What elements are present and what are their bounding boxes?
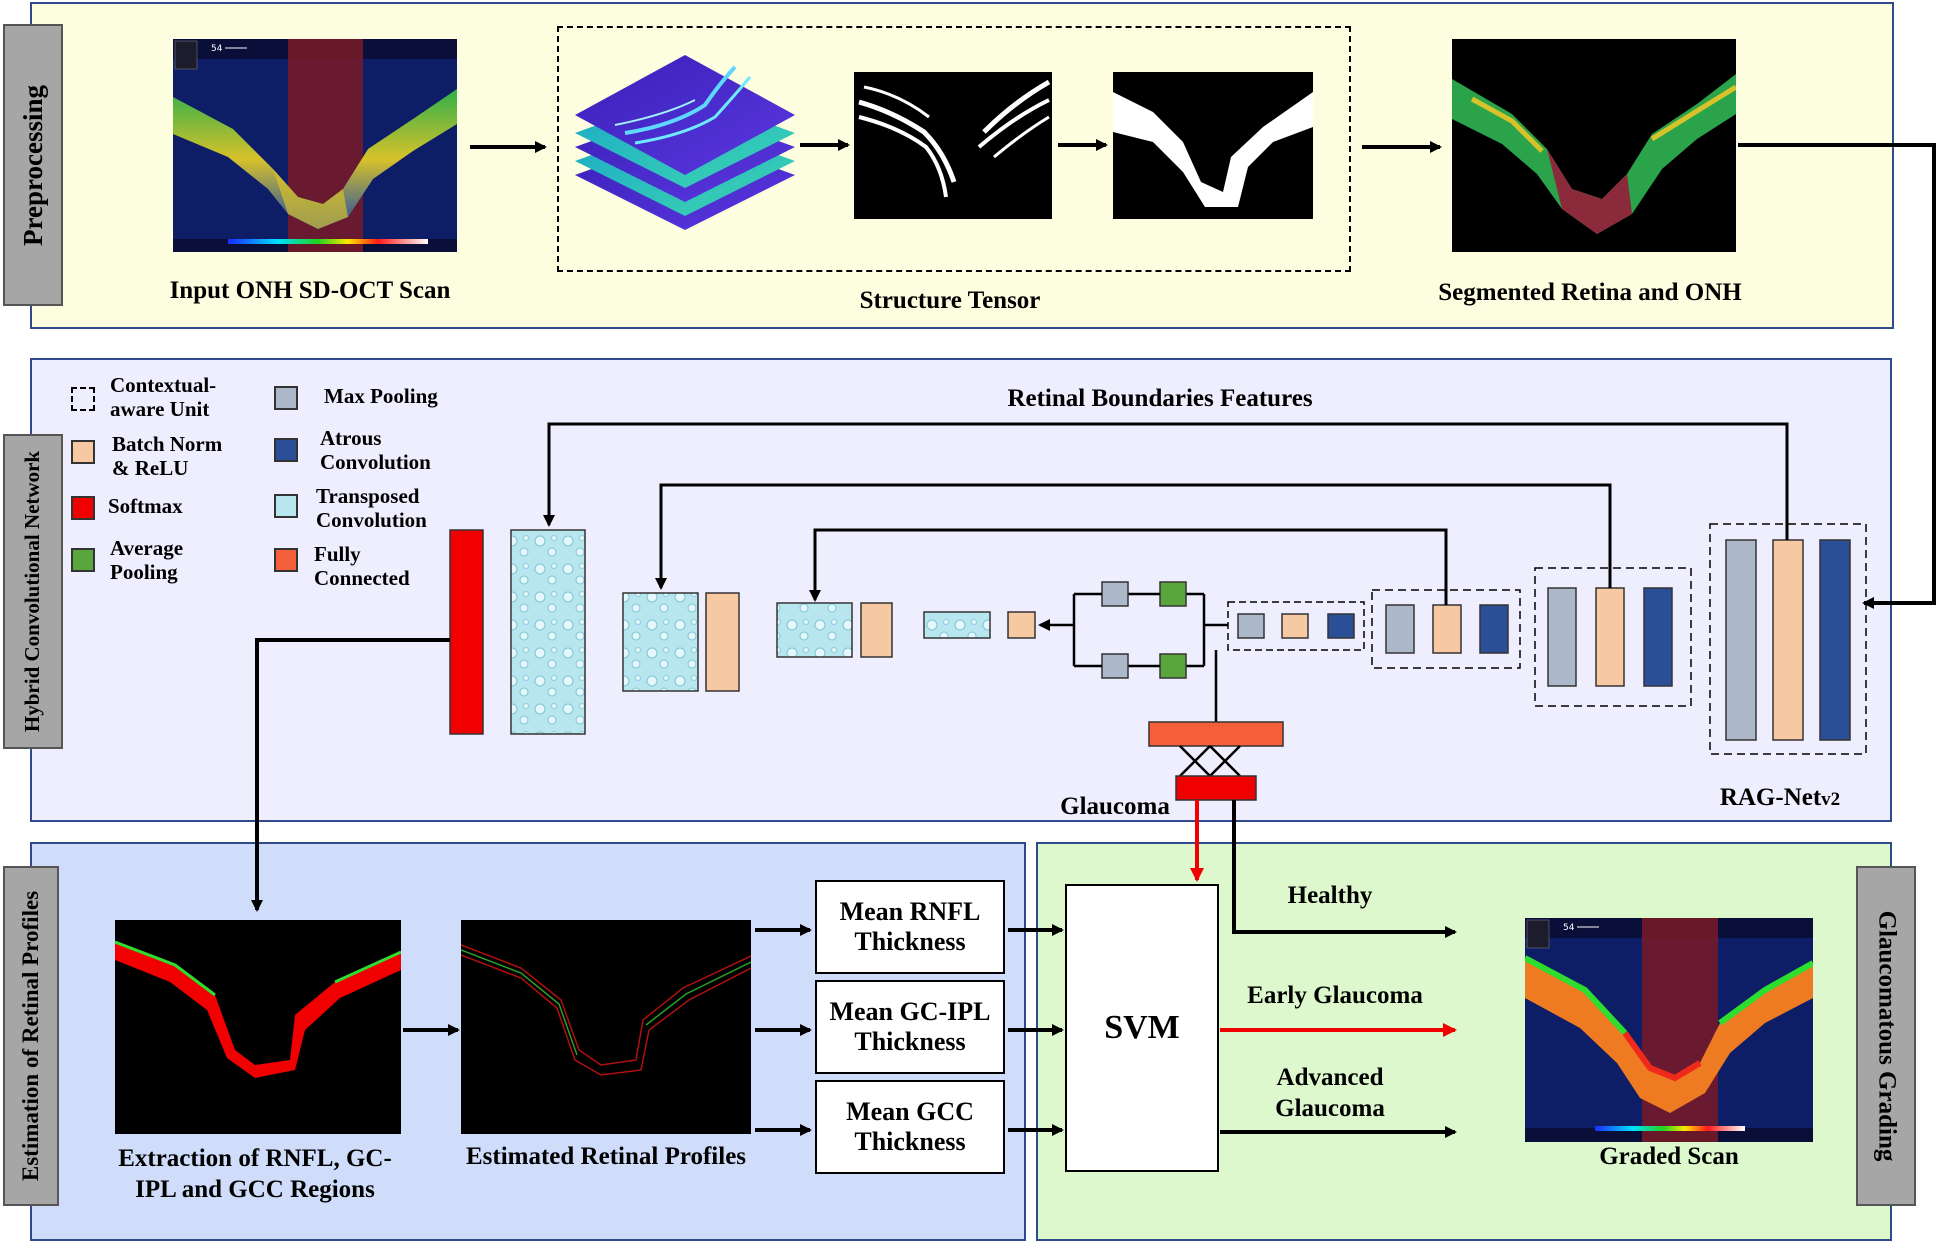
encoder-block-2-group xyxy=(1371,589,1521,669)
rag-net-label: RAG-Netv2 xyxy=(1719,784,1841,811)
decoder-1-batchnorm xyxy=(1007,611,1036,639)
tensor-retina-mask xyxy=(1113,72,1313,219)
svm-classifier: SVM xyxy=(1065,884,1219,1172)
legend-fc-label: Fully Connected xyxy=(314,542,410,590)
branch-top-avgpool xyxy=(1159,581,1187,607)
preprocessing-tab: Preprocessing xyxy=(3,24,63,306)
legend-transposed-swatch xyxy=(274,494,298,518)
tensor-stack-icon xyxy=(575,55,803,235)
encoder-2-batchnorm xyxy=(1432,604,1462,654)
encoder-1-atrous xyxy=(1327,613,1355,639)
graded-scan-image: 54 xyxy=(1525,918,1813,1142)
decoder-2-transposed xyxy=(776,602,853,658)
mean-gcc-box: Mean GCC Thickness xyxy=(815,1080,1005,1174)
legend-contextual-swatch xyxy=(71,387,95,411)
branch-top-maxpool xyxy=(1101,581,1129,607)
extraction-label: Extraction of RNFL, GC- IPL and GCC Regio… xyxy=(118,1145,392,1203)
encoder-3-maxpool xyxy=(1547,587,1577,687)
legend-softmax-swatch xyxy=(71,496,95,520)
skip-connection-1 xyxy=(809,528,1448,605)
encoder-3-atrous xyxy=(1643,587,1673,687)
segmented-label: Segmented Retina and ONH xyxy=(1438,279,1742,306)
boundary-features-label: Retinal Boundaries Features xyxy=(1007,385,1313,412)
fc-layer-bottom xyxy=(1175,775,1257,801)
encoder-1-maxpool xyxy=(1237,613,1265,639)
advanced-glaucoma-label: Advanced Glaucoma xyxy=(1275,1064,1385,1122)
profiles-image xyxy=(461,920,751,1134)
softmax-layer xyxy=(449,529,484,735)
graded-scan-label: Graded Scan xyxy=(1599,1143,1739,1170)
structure-tensor-group xyxy=(557,26,1351,272)
legend-softmax-label: Softmax xyxy=(108,494,183,518)
grading-tab: Glaucomatous Grading xyxy=(1856,866,1916,1206)
encoder-4-batchnorm xyxy=(1772,539,1804,741)
hybrid-network-tab: Hybrid Convolutional Network xyxy=(3,434,63,749)
legend-fc-swatch xyxy=(274,548,298,572)
encoder-4-maxpool xyxy=(1725,539,1757,741)
legend-atrous-label: Atrous Convolution xyxy=(320,426,431,474)
structure-tensor-label: Structure Tensor xyxy=(859,287,1041,314)
mean-gcipl-box: Mean GC-IPL Thickness xyxy=(815,980,1005,1074)
legend-maxpool-label: Max Pooling xyxy=(324,384,438,408)
extraction-image xyxy=(115,920,401,1134)
glaucoma-label: Glaucoma xyxy=(1060,793,1170,820)
skip-connection-3 xyxy=(543,422,1789,540)
encoder-block-3-group xyxy=(1534,567,1692,707)
input-scan-label: Input ONH SD-OCT Scan xyxy=(169,277,451,304)
fc-connections xyxy=(1179,745,1241,777)
arrow-healthy xyxy=(1232,800,1457,938)
branch-bottom-maxpool xyxy=(1101,653,1129,679)
decoder-3-transposed xyxy=(622,592,699,692)
decoder-2-batchnorm xyxy=(860,602,893,658)
profiles-label: Estimated Retinal Profiles xyxy=(465,1143,747,1170)
estimation-tab: Estimation of Retinal Profiles xyxy=(3,866,59,1206)
segmented-retina-scan xyxy=(1452,39,1736,252)
encoder-2-atrous xyxy=(1479,604,1509,654)
fc-layer-top xyxy=(1148,721,1284,747)
arrow-segmented-to-network xyxy=(1738,143,1936,609)
decoder-1-transposed xyxy=(923,611,991,639)
legend-transposed-label: Transposed Convolution xyxy=(316,484,427,532)
graded-scan-badge: 54 xyxy=(1563,923,1575,933)
legend-batchnorm-label: Batch Norm & ReLU xyxy=(112,432,223,480)
decoder-4-transposed xyxy=(510,529,586,735)
decoder-3-batchnorm xyxy=(705,592,740,692)
skip-connection-2 xyxy=(655,483,1612,590)
legend-batchnorm-swatch xyxy=(71,440,95,464)
hybrid-network-panel xyxy=(30,358,1892,822)
encoder-3-batchnorm xyxy=(1595,587,1625,687)
legend-avgpool-swatch xyxy=(71,548,95,572)
branch-bottom-avgpool xyxy=(1159,653,1187,679)
encoder-2-maxpool xyxy=(1385,604,1415,654)
mean-rnfl-box: Mean RNFL Thickness xyxy=(815,880,1005,974)
early-glaucoma-label: Early Glaucoma xyxy=(1247,982,1423,1009)
encoder-1-batchnorm xyxy=(1281,613,1309,639)
input-scan-badge: 54 xyxy=(211,44,223,54)
encoder-4-atrous xyxy=(1819,539,1851,741)
legend-avgpool-label: Average Pooling xyxy=(110,536,184,584)
legend-atrous-swatch xyxy=(274,438,298,462)
tensor-edge-map xyxy=(854,72,1052,219)
input-oct-scan: 54 xyxy=(173,39,457,252)
healthy-label: Healthy xyxy=(1287,882,1373,909)
legend-maxpool-swatch xyxy=(274,386,298,410)
arrow-softmax-to-extraction xyxy=(251,638,450,912)
legend-contextual-label: Contextual-aware Unit xyxy=(110,373,217,421)
